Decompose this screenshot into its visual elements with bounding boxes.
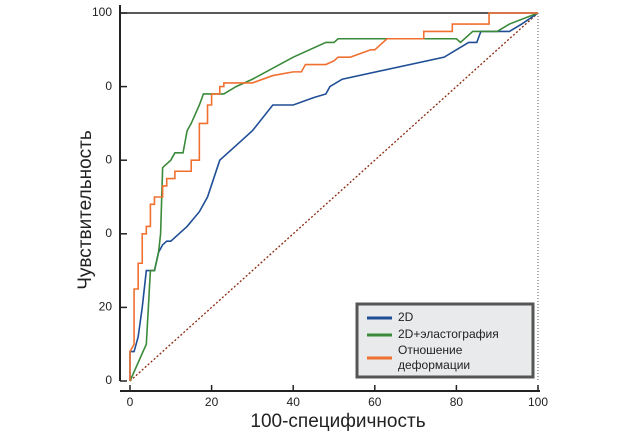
x-tick-label: 20 — [205, 395, 219, 409]
x-tick-label: 0 — [127, 395, 134, 409]
legend: 2D 2D+эластография Отношение деформации — [367, 310, 499, 372]
y-tick-label: 0 — [105, 152, 112, 166]
legend-label: 2D+эластография — [398, 327, 499, 341]
roc-line — [129, 12, 539, 382]
roc-line — [129, 12, 539, 381]
y-tick-label: 100 — [92, 5, 112, 19]
y-tick-label: 0 — [105, 226, 112, 240]
x-axis-title: 100-специфичность — [250, 411, 425, 432]
legend-label: 2D — [398, 310, 414, 324]
x-tick-label: 40 — [287, 395, 301, 409]
x-tick-label: 60 — [368, 395, 382, 409]
roc-line — [129, 12, 538, 381]
y-axis-title: Чувствительность — [75, 130, 96, 290]
legend-label: Отношение деформации — [398, 343, 470, 372]
legend-label-line: Отношение — [398, 343, 463, 357]
y-tick-label: 0 — [105, 79, 112, 93]
y-tick-label: 20 — [99, 300, 113, 314]
y-tick-label: 0 — [105, 373, 112, 387]
legend-label-line: деформации — [398, 358, 470, 372]
x-tick-label: 80 — [450, 395, 464, 409]
x-tick-label: 100 — [528, 395, 548, 409]
legend-box — [355, 302, 535, 379]
reference-diagonal — [129, 12, 539, 382]
